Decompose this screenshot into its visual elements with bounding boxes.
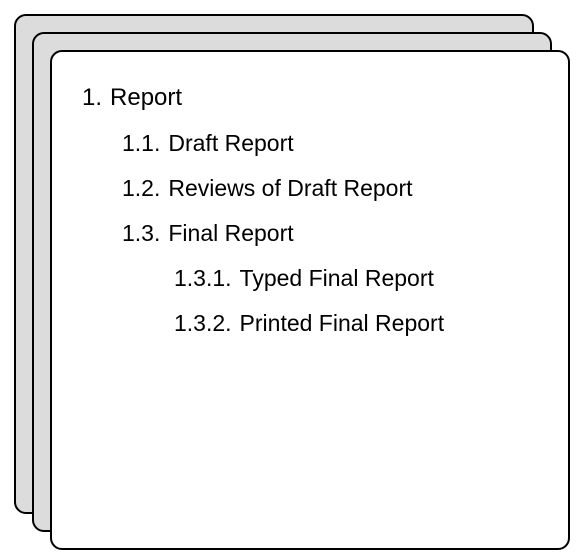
outline-item: 1.2. Reviews of Draft Report <box>122 175 538 202</box>
card-front: 1. Report 1.1. Draft Report 1.2. Reviews of D… <box>50 50 570 550</box>
outline-item-label: Report <box>110 84 182 112</box>
outline-item-number: 1.3.2. <box>174 310 232 337</box>
outline-item-label: Final Report <box>168 220 293 247</box>
outline-item: 1.3. Final Report <box>122 220 538 247</box>
outline-item-label: Draft Report <box>168 130 293 157</box>
outline-item-number: 1. <box>82 84 102 112</box>
outline-item-number: 1.3.1. <box>174 265 232 292</box>
outline-item-number: 1.3. <box>122 220 160 247</box>
stacked-cards: 1. Report 1.1. Draft Report 1.2. Reviews of D… <box>0 0 580 553</box>
outline-item-label: Printed Final Report <box>240 310 445 337</box>
outline-item-label: Typed Final Report <box>240 265 434 292</box>
outline-item-number: 1.2. <box>122 175 160 202</box>
outline-item: 1.1. Draft Report <box>122 130 538 157</box>
outline-item: 1.3.2. Printed Final Report <box>174 310 538 337</box>
outline-list: 1. Report 1.1. Draft Report 1.2. Reviews of D… <box>82 84 538 337</box>
outline-item-number: 1.1. <box>122 130 160 157</box>
outline-item-label: Reviews of Draft Report <box>168 175 412 202</box>
outline-item: 1.3.1. Typed Final Report <box>174 265 538 292</box>
outline-item: 1. Report <box>82 84 538 112</box>
